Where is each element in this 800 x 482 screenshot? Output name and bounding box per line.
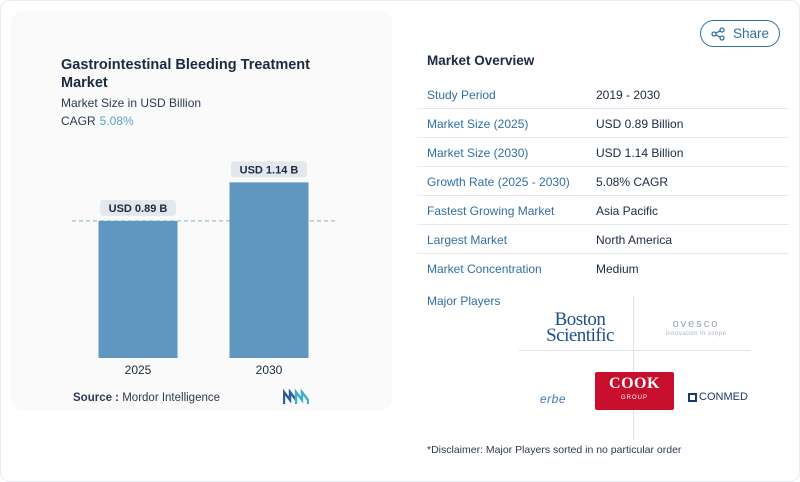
overview-key: Study Period — [427, 88, 496, 102]
cook-group-logo: COOK GROUP — [595, 372, 674, 410]
ovesco-tagline: innovation in scope — [665, 331, 727, 337]
data-label-bg — [100, 199, 176, 216]
overview-value: Asia Pacific — [596, 204, 659, 218]
boston-line1: Boston — [554, 309, 606, 330]
players-divider — [633, 296, 634, 440]
source-label: Source : — [73, 392, 120, 404]
ovesco-logo: ovesco innovation in scope — [646, 318, 746, 337]
x-tick-label: 2030 — [256, 363, 283, 377]
share-button[interactable]: Share — [700, 20, 780, 47]
overview-row: Growth Rate (2025 - 2030) 5.08% CAGR — [417, 167, 789, 196]
overview-row: Largest Market North America — [417, 225, 789, 254]
overview-key: Fastest Growing Market — [427, 204, 555, 218]
bar-2030 — [229, 182, 309, 358]
major-players-label: Major Players — [427, 294, 501, 308]
overview-key: Market Size (2025) — [427, 117, 529, 131]
overview-row: Study Period 2019 - 2030 — [417, 80, 789, 109]
chart-cagr: CAGR 5.08% — [61, 114, 134, 128]
source-line: Source : Mordor Intelligence — [73, 392, 220, 404]
source-value: Mordor Intelligence — [122, 392, 221, 404]
overview-value: North America — [596, 233, 673, 247]
overview-value: 2019 - 2030 — [596, 88, 661, 102]
mordor-logo-icon — [283, 389, 309, 404]
overview-value: Medium — [596, 262, 639, 276]
chart-subtitle: Market Size in USD Billion — [61, 96, 202, 110]
cagr-value: 5.08% — [99, 114, 134, 128]
cook-name: COOK — [609, 375, 660, 392]
conmed-logo: CONMED — [688, 391, 748, 403]
chart-card — [11, 11, 392, 411]
overview-row: Market Concentration Medium — [417, 254, 789, 283]
overview-title: Market Overview — [427, 53, 535, 68]
overview-key: Largest Market — [427, 233, 508, 247]
x-tick-label: 2025 — [125, 363, 152, 377]
disclaimer: *Disclaimer: Major Players sorted in no … — [427, 444, 682, 456]
data-label-bg — [231, 161, 307, 178]
share-icon — [711, 26, 725, 41]
data-label: USD 1.14 B — [240, 164, 299, 176]
bar-2025 — [98, 220, 178, 358]
conmed-mark-icon — [688, 392, 697, 402]
overview-row: Market Size (2030) USD 1.14 Billion — [417, 138, 789, 167]
conmed-name: CONMED — [699, 391, 748, 403]
overview-key: Market Size (2030) — [427, 146, 529, 160]
ovesco-name: ovesco — [672, 318, 720, 330]
data-label: USD 0.89 B — [109, 203, 168, 215]
overview-row: Fastest Growing Market Asia Pacific — [417, 196, 789, 225]
share-label: Share — [732, 26, 770, 41]
cook-group-text: GROUP — [620, 395, 648, 401]
bar-chart: USD 0.89 B 2025 USD 1.14 B 2030 — [72, 161, 336, 377]
boston-scientific-logo: Boston Scientific — [530, 309, 630, 346]
erbe-logo: erbe — [540, 392, 567, 406]
boston-line2: Scientific — [546, 325, 614, 346]
overview-value: USD 0.89 Billion — [596, 117, 684, 131]
overview-row: Market Size (2025) USD 0.89 Billion — [417, 109, 789, 138]
overview-key: Growth Rate (2025 - 2030) — [427, 175, 570, 189]
cagr-label: CAGR — [61, 114, 96, 128]
overview-table: Study Period 2019 - 2030 Market Size (20… — [417, 80, 789, 283]
players-divider — [519, 350, 751, 351]
overview-key: Market Concentration — [427, 262, 542, 276]
overview-value: USD 1.14 Billion — [596, 146, 684, 160]
overview-value: 5.08% CAGR — [596, 175, 669, 189]
chart-title: Gastrointestinal Bleeding Treatment Mark… — [61, 57, 310, 91]
